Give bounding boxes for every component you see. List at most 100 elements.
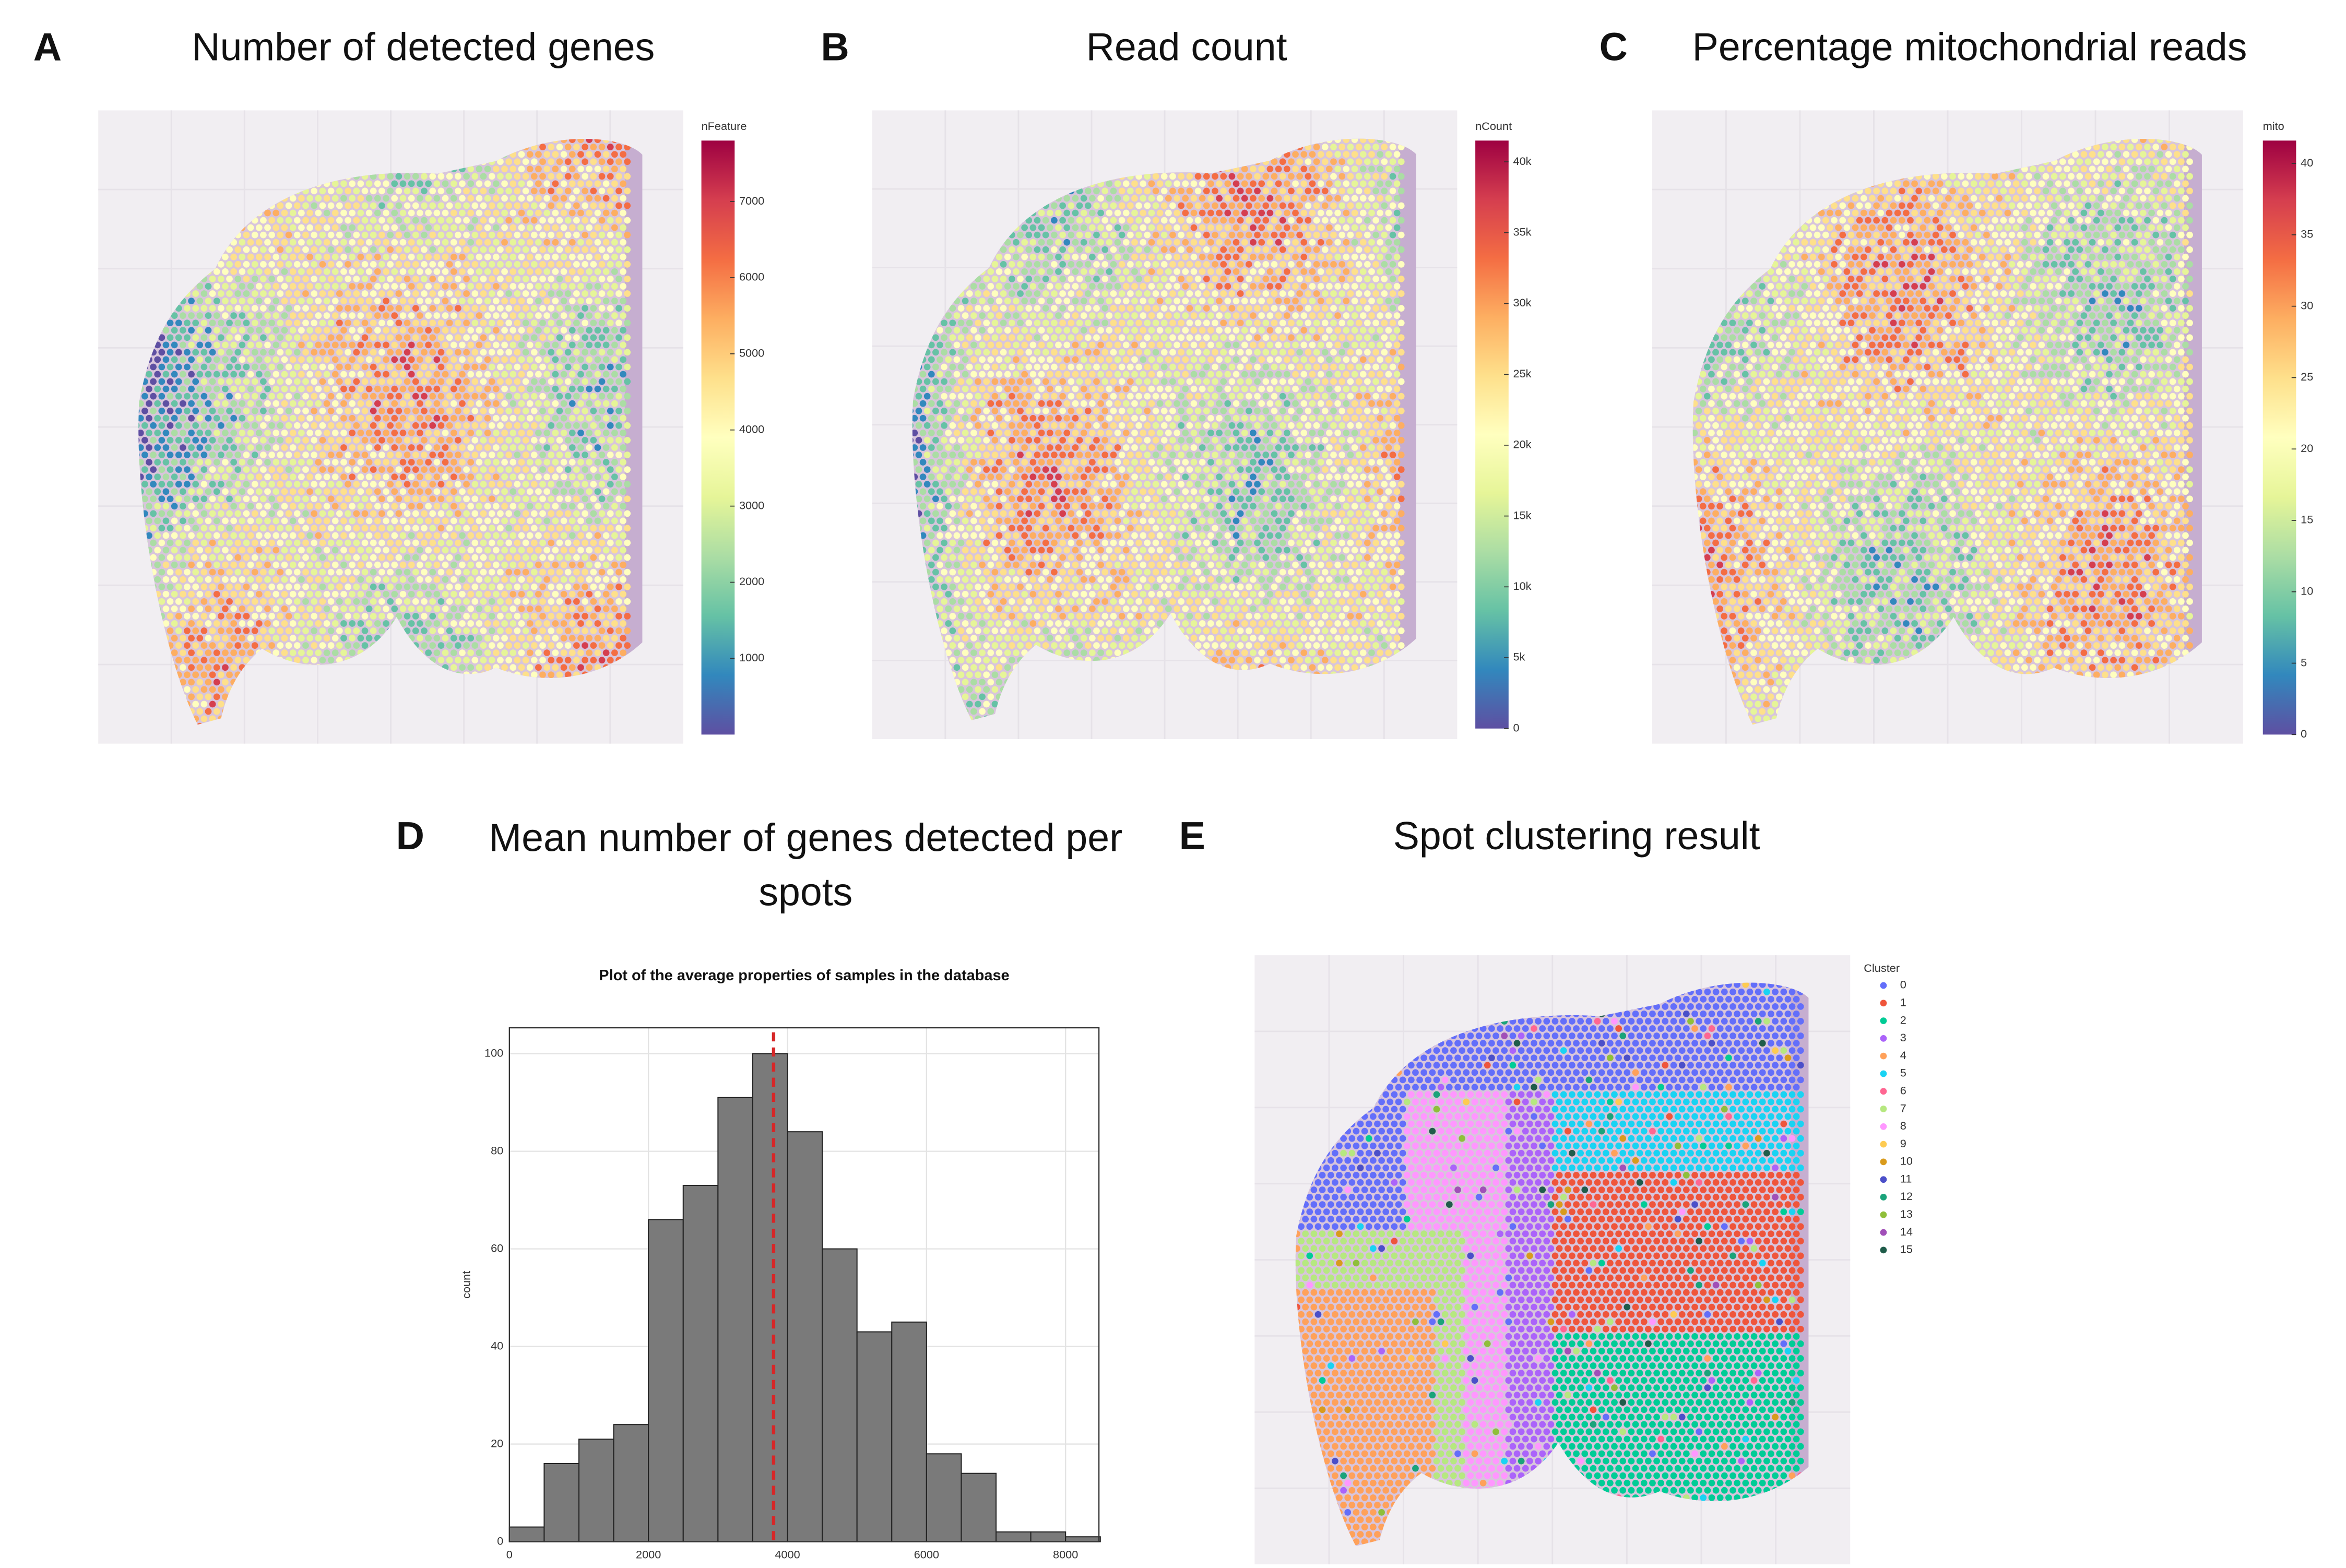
- tissue-spot: [306, 400, 313, 407]
- tissue-spot: [302, 305, 309, 312]
- tissue-spot: [404, 305, 411, 312]
- tissue-spot: [277, 437, 284, 444]
- tissue-spot: [391, 561, 398, 568]
- tissue-spot: [306, 444, 313, 451]
- tissue-spot: [311, 525, 318, 532]
- tissue-spot: [417, 224, 423, 231]
- tissue-spot: [594, 356, 601, 363]
- tissue-spot: [577, 371, 584, 378]
- tissue-spot: [311, 378, 318, 385]
- tissue-spot: [319, 378, 326, 385]
- tissue-spot: [196, 488, 204, 495]
- tissue-spot: [598, 539, 606, 547]
- tissue-spot: [260, 393, 267, 400]
- tissue-spot: [450, 561, 457, 568]
- tissue-spot: [311, 202, 318, 209]
- tissue-spot: [306, 312, 313, 319]
- tissue-spot: [594, 195, 601, 202]
- tissue-spot: [289, 283, 297, 290]
- tissue-spot: [459, 283, 466, 290]
- tissue-spot: [298, 503, 305, 510]
- tissue-spot: [564, 481, 572, 488]
- tissue-spot: [611, 635, 618, 642]
- tissue-spot: [560, 165, 567, 173]
- tissue-spot: [349, 444, 356, 451]
- tissue-spot: [450, 590, 457, 598]
- tissue-spot: [586, 283, 593, 290]
- tissue-spot: [539, 305, 546, 312]
- tissue-spot: [370, 246, 377, 253]
- tissue-spot: [425, 414, 432, 422]
- tissue-spot: [412, 422, 419, 429]
- tissue-spot: [412, 217, 419, 224]
- tissue-spot: [446, 481, 453, 488]
- tissue-spot: [331, 547, 339, 554]
- tissue-spot: [442, 298, 449, 304]
- tissue-spot: [586, 139, 593, 143]
- tissue-spot: [620, 635, 626, 642]
- tissue-spot: [272, 253, 280, 260]
- tissue-spot: [239, 385, 246, 393]
- tissue-spot: [556, 627, 563, 634]
- tissue-spot: [548, 144, 555, 151]
- tissue-spot: [560, 488, 567, 495]
- tissue-spot: [450, 517, 457, 525]
- tissue-spot: [311, 657, 318, 664]
- tissue-spot: [175, 378, 182, 385]
- tissue-spot: [222, 561, 229, 568]
- tissue-spot: [421, 437, 428, 444]
- tissue-spot: [582, 525, 588, 532]
- tissue-spot: [539, 290, 546, 297]
- tissue-spot: [543, 561, 551, 568]
- tissue-spot: [573, 393, 580, 400]
- tissue-spot: [450, 341, 457, 349]
- tissue-spot: [323, 649, 330, 657]
- tissue-spot: [383, 400, 389, 407]
- tissue-spot: [383, 444, 389, 451]
- tissue-spot: [285, 202, 292, 209]
- tissue-spot: [501, 649, 508, 657]
- tissue-spot: [264, 473, 271, 480]
- tissue-spot: [552, 298, 559, 304]
- tissue-spot: [459, 576, 466, 583]
- tissue-spot: [526, 165, 534, 173]
- tissue-spot: [564, 305, 572, 312]
- tissue-spot: [488, 290, 495, 297]
- tissue-spot: [217, 378, 224, 385]
- tissue-spot: [568, 312, 576, 319]
- tissue-spot: [425, 429, 432, 436]
- tissue-spot: [594, 139, 601, 143]
- tissue-spot: [361, 202, 369, 209]
- tissue-spot: [167, 437, 174, 444]
- tissue-spot: [467, 239, 475, 246]
- tissue-spot: [260, 422, 267, 429]
- tissue-spot: [446, 525, 453, 532]
- tissue-spot: [285, 452, 292, 458]
- tissue-spot: [611, 488, 618, 495]
- tissue-spot: [582, 466, 588, 473]
- tissue-spot: [560, 605, 567, 612]
- tissue-spot: [437, 642, 445, 649]
- tissue-spot: [624, 334, 631, 341]
- tissue-spot: [437, 319, 445, 327]
- tissue-spot: [510, 459, 517, 466]
- tissue-spot: [514, 187, 521, 195]
- tissue-spot: [255, 473, 263, 480]
- tissue-spot: [340, 503, 347, 510]
- tissue-spot: [484, 620, 491, 627]
- tissue-spot: [530, 305, 538, 312]
- tissue-spot: [277, 642, 284, 649]
- tissue-spot: [162, 459, 170, 466]
- tissue-spot: [501, 605, 508, 612]
- tissue-spot: [526, 605, 534, 612]
- tissue-spot: [306, 576, 313, 583]
- tissue-spot: [184, 481, 191, 488]
- tissue-spot: [615, 217, 622, 224]
- tissue-spot: [471, 319, 479, 327]
- tissue-spot: [590, 466, 597, 473]
- tissue-spot: [484, 547, 491, 554]
- tissue-spot: [205, 356, 212, 363]
- tissue-spot: [226, 539, 233, 547]
- tissue-spot: [298, 224, 305, 231]
- tissue-spot: [471, 598, 479, 605]
